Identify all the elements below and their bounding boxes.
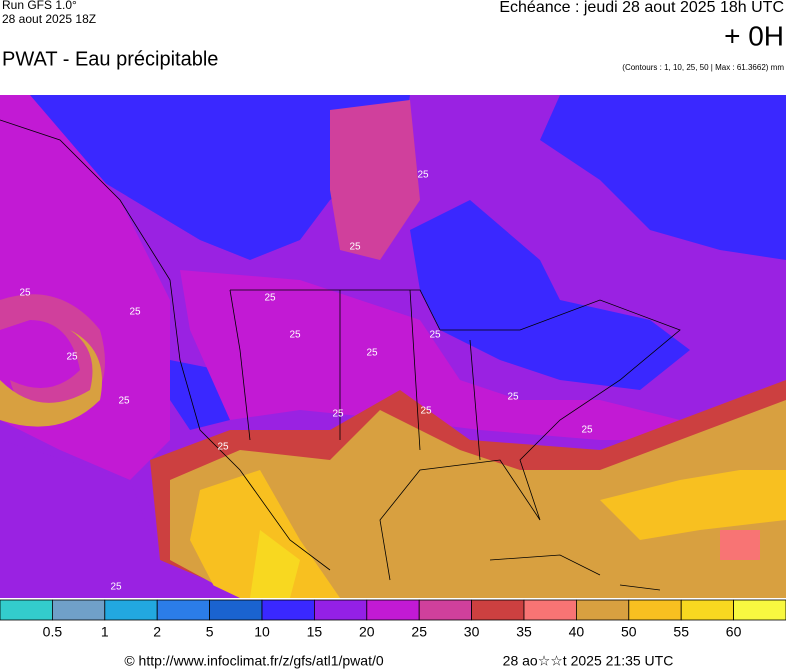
orange-region bbox=[170, 400, 786, 598]
legend-label: 30 bbox=[464, 624, 480, 640]
legend-label: 25 bbox=[411, 624, 427, 640]
lead-time: + 0H bbox=[724, 20, 784, 51]
coastline bbox=[230, 289, 681, 581]
border bbox=[229, 289, 481, 461]
legend-label: 15 bbox=[307, 624, 323, 640]
run-label: Run GFS 1.0° bbox=[2, 0, 77, 12]
magenta-region bbox=[0, 95, 170, 480]
contour-label: 25 bbox=[110, 582, 122, 593]
contour-label: 25 bbox=[118, 396, 130, 407]
contour-label: 25 bbox=[417, 170, 429, 181]
legend-swatch bbox=[156, 599, 210, 621]
contour-label: 25 bbox=[19, 288, 31, 299]
legend-label: 0.5 bbox=[43, 624, 63, 640]
legend-label: 40 bbox=[569, 624, 585, 640]
legend-swatch bbox=[471, 599, 525, 621]
contour-label: 25 bbox=[217, 442, 229, 453]
contour-label: 25 bbox=[581, 425, 593, 436]
legend-swatch bbox=[733, 599, 786, 621]
contour-label: 25 bbox=[349, 242, 361, 253]
forecast-time: Echéance : jeudi 28 aout 2025 18h UTC bbox=[499, 0, 784, 16]
legend: 0.5 1 2 5 10 15 20 25 30 35 40 50 55 60 bbox=[0, 599, 786, 640]
coastlines bbox=[0, 119, 681, 591]
contour-label: 25 bbox=[129, 307, 141, 318]
legend-label: 50 bbox=[621, 624, 637, 640]
blue-region bbox=[410, 200, 690, 390]
legend-swatch bbox=[313, 599, 368, 621]
contour-label: 25 bbox=[66, 352, 78, 363]
timestamp: 28 ao☆☆t 2025 21:35 UTC bbox=[503, 653, 674, 669]
legend-swatch bbox=[104, 599, 158, 621]
legend-swatch bbox=[576, 599, 630, 621]
spiral-band bbox=[0, 294, 105, 420]
legend-swatch bbox=[418, 599, 473, 621]
legend-label: 20 bbox=[359, 624, 375, 640]
contour-label: 25 bbox=[366, 348, 378, 359]
title: PWAT - Eau précipitable bbox=[2, 48, 218, 70]
contour-label: 25 bbox=[429, 330, 441, 341]
legend-label: 5 bbox=[206, 624, 214, 640]
legend-swatch bbox=[366, 599, 420, 621]
legend-swatch bbox=[523, 599, 577, 621]
legend-label: 2 bbox=[153, 624, 161, 640]
blue-region bbox=[20, 95, 410, 260]
blue-region bbox=[540, 95, 786, 260]
coastline bbox=[489, 554, 661, 591]
spiral-band bbox=[0, 330, 102, 427]
legend-label: 60 bbox=[726, 624, 742, 640]
purple-region bbox=[0, 440, 240, 598]
magenta-region bbox=[180, 270, 786, 440]
run-date: 28 aout 2025 18Z bbox=[2, 12, 96, 26]
legend-swatch bbox=[261, 599, 315, 621]
salmon-patch bbox=[720, 530, 760, 560]
legend-swatch bbox=[52, 599, 106, 621]
legend-swatch bbox=[209, 599, 263, 621]
legend-swatch bbox=[628, 599, 682, 621]
legend-label: 35 bbox=[516, 624, 532, 640]
contour-label: 25 bbox=[264, 293, 276, 304]
source-url: © http://www.infoclimat.fr/z/gfs/atl1/pw… bbox=[124, 653, 384, 669]
legend-label: 55 bbox=[673, 624, 689, 640]
map: 25 25 25 25 25 25 25 25 25 25 25 25 25 25 25 25 bbox=[0, 95, 786, 598]
legend-label: 1 bbox=[101, 624, 109, 640]
contour-label: 25 bbox=[289, 330, 301, 341]
contour-label: 25 bbox=[507, 392, 519, 403]
contour-label: 25 bbox=[332, 409, 344, 420]
pink-region bbox=[330, 100, 420, 260]
contour-label: 25 bbox=[420, 406, 432, 417]
legend-label: 10 bbox=[254, 624, 270, 640]
legend-swatch bbox=[680, 599, 735, 621]
contours-note: (Contours : 1, 10, 25, 50 | Max : 61.366… bbox=[622, 63, 784, 72]
yellow-region bbox=[250, 530, 300, 598]
coastline bbox=[0, 119, 331, 571]
legend-swatch bbox=[0, 599, 53, 621]
yellow-region bbox=[600, 470, 786, 540]
